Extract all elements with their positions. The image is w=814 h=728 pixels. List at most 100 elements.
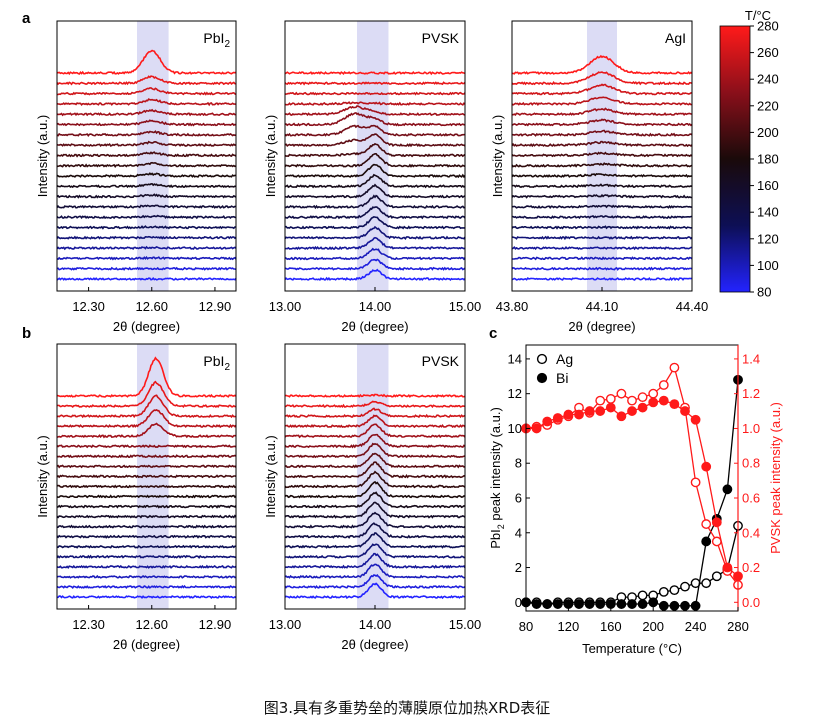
trace-18 [56,98,237,107]
data-point [722,484,733,495]
colorbar-tick-label: 240 [757,72,779,87]
panel-a1: 12.30 12.60 12.90 2θ (degree) Intensity (a.u… [35,20,237,334]
x-tick-label: 14.00 [359,299,392,314]
trace-21 [284,393,466,399]
data-point [531,599,542,609]
y-right-tick-label: 1.4 [742,351,760,366]
label-main: PbI [488,529,503,549]
trace-21 [56,356,237,398]
y-left-tick-label: 6 [515,490,522,505]
trace-7 [56,534,236,539]
trace-20 [284,81,466,86]
legend-label-ag: Ag [556,351,573,367]
panel-label-b: b [22,325,31,342]
data-point [563,599,574,609]
y-axis-label: Intensity (a.u.) [490,115,505,197]
data-point [531,423,542,434]
figure-caption: 图3.具有多重势垒的薄膜原位加热XRD表征 [263,699,551,717]
trace-18 [511,96,693,106]
data-point [701,461,712,472]
trace-10 [284,173,466,189]
y-right-tick-label: 0.0 [742,595,760,610]
y-right-tick-label: 0.6 [742,490,760,505]
trace-11 [56,172,236,178]
data-point [658,586,669,597]
data-point [552,413,563,423]
panel-title: PVSK [422,30,460,46]
trace-13 [56,151,237,158]
trace-18 [56,408,237,429]
trace-5 [284,225,466,240]
plot-frame [56,20,237,292]
data-point [627,599,637,609]
trace-8 [512,204,693,209]
trace-4 [284,552,466,569]
y-right-tick-label: 0.2 [742,560,760,575]
label-subscript: 2 [496,524,506,529]
data-point [637,392,648,403]
trace-6 [284,216,466,230]
data-point [680,581,690,592]
trace-15 [512,129,693,137]
trace-10 [284,491,466,509]
series-line [526,399,739,577]
x-tick-label: 43.80 [496,299,529,314]
trace-11 [511,172,693,178]
data-point [648,397,659,408]
y-axis-label: Intensity (a.u.) [263,115,278,197]
y-right-tick-label: 1.2 [742,386,760,401]
trace-11 [56,494,237,499]
trace-14 [284,452,466,469]
trace-12 [284,470,466,489]
panel-c-scatter: 80 120 160 200 240 280 0 2 4 6 8 10 12 14 0.0 0.2 0.4 0.6… [488,344,783,656]
y-left-tick-label: 4 [515,525,522,540]
x-tick-label: 120 [558,619,580,634]
trace-21 [56,49,237,76]
x-axis-label: 2θ (degree) [113,319,180,334]
trace-7 [284,522,466,539]
trace-7 [56,214,237,220]
panel-title: AgI [665,30,686,46]
data-point [616,411,627,422]
trace-16 [285,112,466,127]
trace-19 [511,83,692,96]
trace-19 [56,87,237,96]
y-right-tick-label: 0.8 [742,456,760,471]
panel-a3: 43.80 44.10 44.40 2θ (degree) Intensity (a.u… [490,20,708,334]
x-tick-label: 12.60 [135,617,168,632]
trace-14 [511,140,693,148]
data-point [711,536,722,547]
trace-9 [284,183,466,199]
trace-2 [284,258,466,271]
data-point [574,409,584,420]
trace-15 [284,442,466,459]
trace-12 [511,162,693,168]
x-tick-label: 12.60 [135,299,168,314]
data-point [701,578,712,589]
trace-17 [284,105,466,117]
data-point [616,388,627,399]
trace-6 [56,225,236,230]
data-point [690,414,701,425]
data-point [542,599,553,609]
data-point [669,362,680,373]
data-point [616,599,627,609]
trace-1 [56,276,237,281]
trace-20 [56,380,237,408]
trace-20 [56,75,237,86]
trace-17 [56,422,236,439]
title-main: PbI [203,30,224,46]
x-tick-label: 200 [642,619,664,634]
trace-3 [284,563,466,579]
x-axis-label: 2θ (degree) [341,319,408,334]
trace-9 [511,193,693,199]
data-point [680,600,690,611]
y-axis-label: Intensity (a.u.) [35,435,50,517]
trace-5 [285,543,466,559]
y-left-axis-label: PbI2 peak intensity (a.u.) [488,407,506,549]
data-point [701,536,712,547]
x-axis-label: 2θ (degree) [568,319,635,334]
trace-8 [284,194,466,210]
trace-1 [284,582,466,600]
